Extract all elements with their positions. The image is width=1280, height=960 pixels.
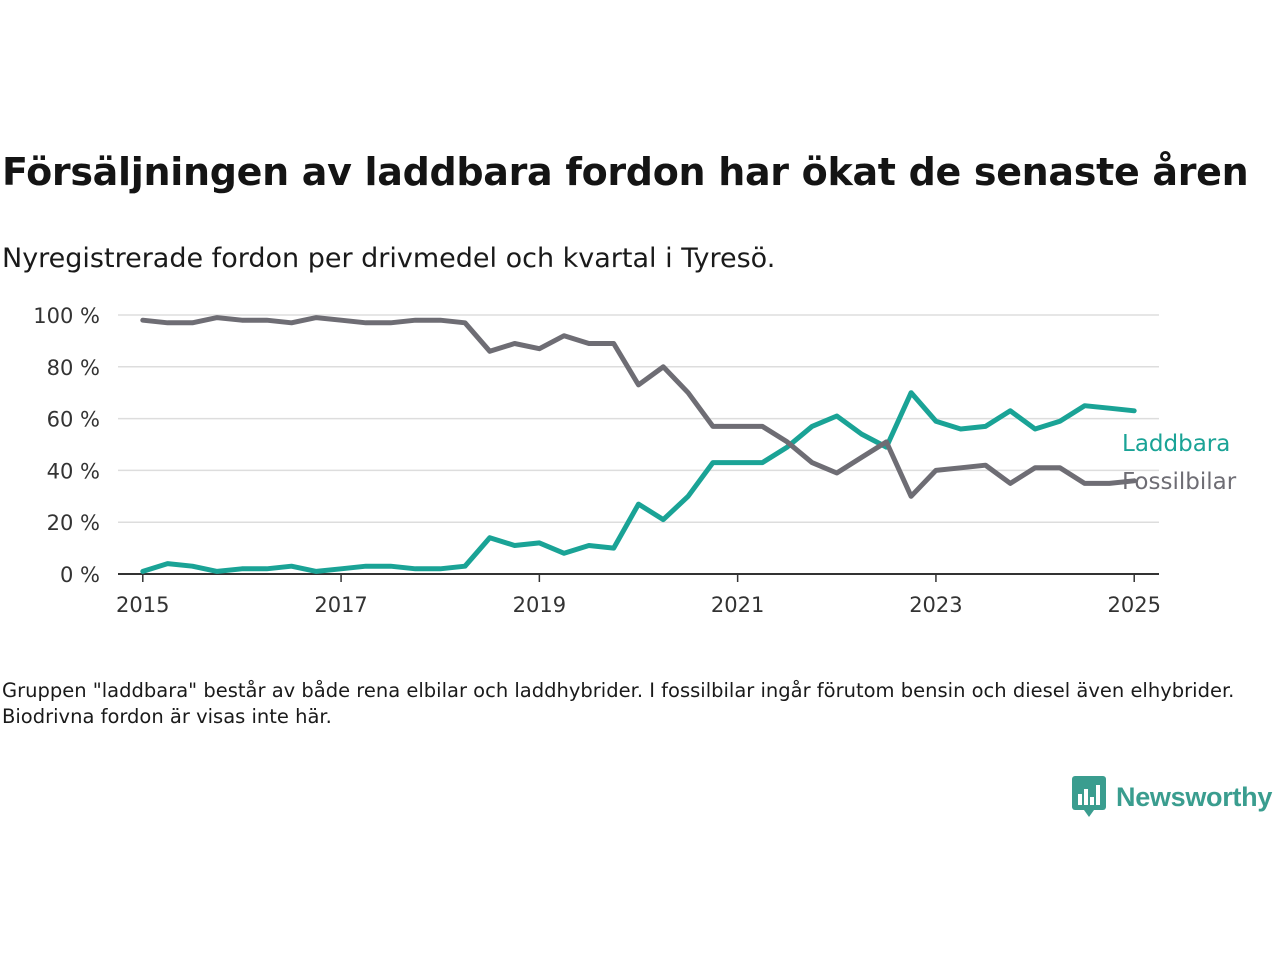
x-tick-label: 2025 <box>1107 593 1160 617</box>
logo-text: Newsworthy <box>1116 781 1273 812</box>
x-axis <box>118 573 1159 582</box>
y-axis-labels: 0 % 20 % 40 % 60 % 80 % 100 % <box>33 304 100 587</box>
chart-subtitle: Nyregistrerade fordon per drivmedel och … <box>2 243 776 274</box>
footnote: Gruppen "laddbara" består av både rena e… <box>2 679 1235 728</box>
y-tick-label: 60 % <box>47 408 100 432</box>
y-tick-label: 0 % <box>60 563 100 587</box>
y-tick-label: 40 % <box>47 459 100 483</box>
series-labels: Laddbara Fossilbilar <box>1122 431 1237 495</box>
x-tick-label: 2021 <box>711 593 764 617</box>
line-chart: 0 % 20 % 40 % 60 % 80 % 100 % 2015 2017 2019 202… <box>33 304 1237 617</box>
series-line-laddbara <box>140 390 1137 574</box>
y-tick-label: 80 % <box>47 356 100 380</box>
newsworthy-logo[interactable]: Newsworthy <box>1072 776 1272 818</box>
x-tick-label: 2019 <box>513 593 566 617</box>
y-tick-label: 20 % <box>47 511 100 535</box>
x-tick-label: 2015 <box>116 593 169 617</box>
x-tick-label: 2023 <box>909 593 962 617</box>
grid-lines <box>118 314 1159 523</box>
x-axis-labels: 2015 2017 2019 2021 2023 2025 <box>116 593 1161 617</box>
series-line-fossilbilar <box>140 315 1137 499</box>
chart-title: Försäljningen av laddbara fordon har öka… <box>2 150 1249 194</box>
series-label-fossilbilar: Fossilbilar <box>1122 469 1237 495</box>
newsworthy-bar-chart-icon <box>1072 776 1106 817</box>
y-tick-label: 100 % <box>33 304 100 328</box>
x-tick-label: 2017 <box>314 593 367 617</box>
series-lines <box>140 315 1137 574</box>
series-label-laddbara: Laddbara <box>1122 431 1230 457</box>
